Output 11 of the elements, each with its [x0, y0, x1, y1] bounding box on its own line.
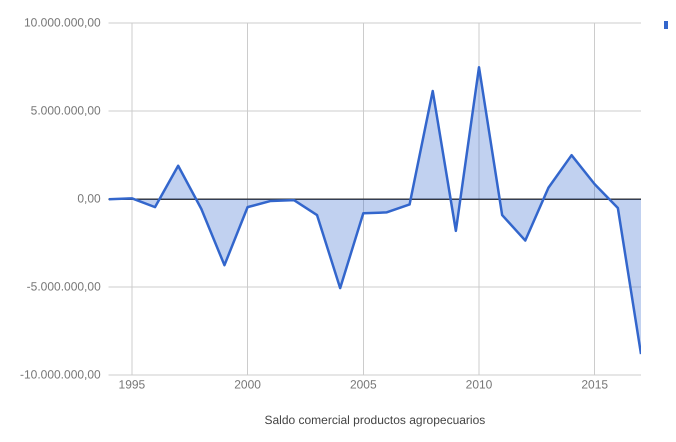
- x-tick-label: 2015: [581, 378, 608, 392]
- y-tick-label: -5.000.000,00: [26, 280, 102, 294]
- x-tick-label: 1995: [118, 378, 146, 392]
- y-tick-label: -10.000.000,00: [20, 368, 102, 382]
- y-tick-label: 10.000.000,00: [24, 16, 102, 30]
- x-tick-label: 2010: [466, 378, 493, 392]
- x-tick-label: 2000: [234, 378, 262, 392]
- x-tick-label: 2005: [350, 378, 377, 392]
- y-tick-label: 5.000.000,00: [30, 104, 102, 118]
- y-tick-label: 0,00: [77, 192, 102, 206]
- x-axis-title: Saldo comercial productos agropecuarios: [264, 413, 486, 428]
